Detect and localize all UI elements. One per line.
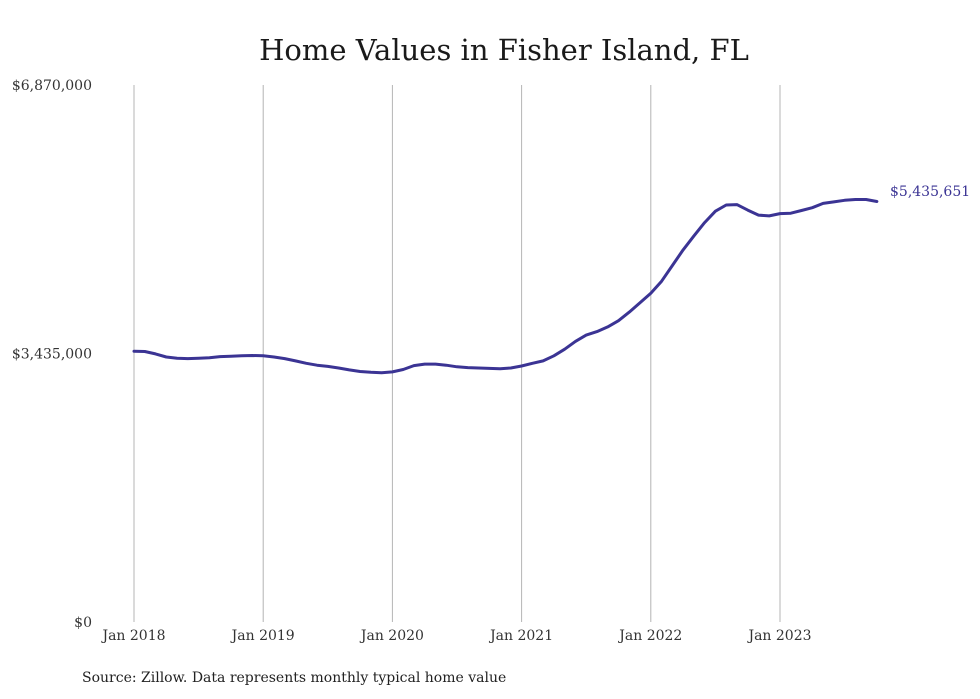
chart-title: Home Values in Fisher Island, FL [259, 33, 749, 67]
y-tick-label: $0 [74, 615, 92, 631]
x-tick-label: Jan 2023 [746, 628, 811, 644]
y-axis: $0 $3,435,000 $6,870,000 [12, 78, 92, 631]
y-tick-label: $6,870,000 [12, 78, 92, 94]
x-tick-label: Jan 2019 [230, 628, 295, 644]
series-line [132, 198, 879, 375]
gridlines [133, 85, 781, 622]
x-tick-label: Jan 2018 [100, 628, 165, 644]
end-value-label: $5,435,651 [890, 184, 970, 200]
x-tick-label: Jan 2021 [488, 628, 553, 644]
x-tick-label: Jan 2022 [617, 628, 682, 644]
source-note: Source: Zillow. Data represents monthly … [82, 670, 506, 686]
y-tick-label: $3,435,000 [12, 347, 92, 363]
x-axis: Jan 2018 Jan 2019 Jan 2020 Jan 2021 Jan 2022… [100, 628, 811, 644]
x-tick-label: Jan 2020 [359, 628, 424, 644]
